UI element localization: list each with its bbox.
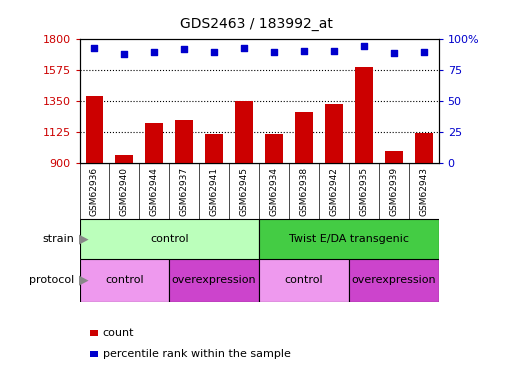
Text: count: count <box>103 328 134 338</box>
Bar <box>80 219 259 259</box>
Text: GSM62941: GSM62941 <box>210 167 219 216</box>
Text: GSM62939: GSM62939 <box>389 166 398 216</box>
Text: GSM62943: GSM62943 <box>419 167 428 216</box>
Text: GSM62937: GSM62937 <box>180 166 189 216</box>
Point <box>120 51 128 57</box>
Bar <box>349 259 439 302</box>
Bar <box>325 104 343 163</box>
Text: Twist E/DA transgenic: Twist E/DA transgenic <box>289 234 409 244</box>
Text: percentile rank within the sample: percentile rank within the sample <box>103 349 290 359</box>
Text: strain: strain <box>43 234 74 244</box>
Text: GSM62936: GSM62936 <box>90 166 99 216</box>
Bar <box>259 219 439 259</box>
Text: control: control <box>105 275 144 285</box>
Bar <box>86 96 104 163</box>
Bar <box>235 101 253 163</box>
Text: GSM62942: GSM62942 <box>329 167 339 216</box>
Bar <box>415 133 432 163</box>
Point <box>420 49 428 55</box>
Bar <box>115 155 133 163</box>
Text: GDS2463 / 183992_at: GDS2463 / 183992_at <box>180 17 333 31</box>
Point <box>390 50 398 56</box>
Bar <box>265 134 283 163</box>
Point <box>330 48 338 54</box>
Point <box>210 49 219 55</box>
Text: GSM62944: GSM62944 <box>150 167 159 216</box>
Text: ▶: ▶ <box>78 232 88 246</box>
Bar <box>175 120 193 163</box>
Text: GSM62935: GSM62935 <box>359 166 368 216</box>
Point <box>150 49 159 55</box>
Text: GSM62945: GSM62945 <box>240 167 249 216</box>
Bar <box>385 151 403 163</box>
Point <box>270 49 278 55</box>
Text: ▶: ▶ <box>78 274 88 287</box>
Bar <box>145 123 163 163</box>
Bar <box>205 134 223 163</box>
Text: GSM62938: GSM62938 <box>300 166 308 216</box>
Text: overexpression: overexpression <box>172 275 256 285</box>
Bar <box>259 259 349 302</box>
Bar <box>295 112 313 163</box>
Bar <box>169 259 259 302</box>
Text: GSM62940: GSM62940 <box>120 167 129 216</box>
Point <box>360 43 368 49</box>
Text: GSM62934: GSM62934 <box>269 167 279 216</box>
Text: control: control <box>285 275 323 285</box>
Text: control: control <box>150 234 189 244</box>
Bar <box>355 67 373 163</box>
Point <box>90 45 98 51</box>
Text: overexpression: overexpression <box>351 275 436 285</box>
Bar <box>80 259 169 302</box>
Point <box>180 46 188 52</box>
Text: protocol: protocol <box>29 275 74 285</box>
Point <box>300 48 308 54</box>
Point <box>240 45 248 51</box>
